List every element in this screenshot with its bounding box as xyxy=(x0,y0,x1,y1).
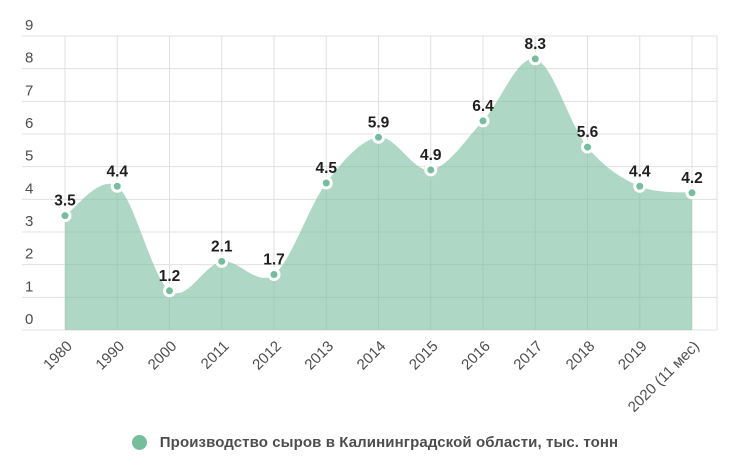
data-point-marker[interactable] xyxy=(685,186,699,200)
y-axis-tick-label: 5 xyxy=(25,148,33,165)
data-point-marker[interactable] xyxy=(319,176,333,190)
data-point-value-label: 4.4 xyxy=(629,163,651,180)
data-point-marker[interactable] xyxy=(267,267,281,281)
y-axis-tick-label: 2 xyxy=(25,246,33,263)
x-axis-tick-label: 2018 xyxy=(563,338,599,374)
data-point-value-label: 6.4 xyxy=(472,98,494,115)
x-axis-tick-label: 2015 xyxy=(406,338,442,374)
data-point-value-label: 2.1 xyxy=(211,238,233,255)
y-axis-tick-label: 9 xyxy=(25,17,33,34)
x-axis-tick-label: 2017 xyxy=(510,338,546,374)
x-axis-tick-label: 2012 xyxy=(249,338,285,374)
data-point-marker[interactable] xyxy=(372,130,385,144)
data-point-value-label: 4.2 xyxy=(681,170,703,187)
data-point-value-label: 1.7 xyxy=(263,251,285,268)
x-axis-tick-label: 2016 xyxy=(458,338,494,374)
x-axis-tick-label: 2000 xyxy=(145,338,181,374)
x-axis-tick-label: 1980 xyxy=(40,338,76,374)
data-point-marker[interactable] xyxy=(163,284,176,298)
x-axis-tick-label: 2014 xyxy=(354,338,390,374)
data-point-value-label: 4.5 xyxy=(315,160,337,177)
chart-area: 0 1 2 3 4 5 6 7 8 9 3.5 4.4 1.2 2.1 1.7 4.5 5.9 4.9 6.4 8.3… xyxy=(22,17,718,416)
legend-item-cheese-production[interactable]: Производство сыров в Калининградской обл… xyxy=(131,434,619,451)
data-point-marker[interactable] xyxy=(58,209,72,223)
cheese-production-area-chart: 0 1 2 3 4 5 6 7 8 9 3.5 4.4 1.2 2.1 1.7 4.5 5.9 4.9 6.4 8.3… xyxy=(22,17,718,416)
data-point-marker[interactable] xyxy=(476,114,490,128)
data-point-value-label: 4.4 xyxy=(106,163,128,180)
x-axis-tick-label: 2019 xyxy=(615,338,651,374)
y-axis-tick-label: 3 xyxy=(25,213,33,230)
legend: Производство сыров в Калининградской обл… xyxy=(0,434,750,451)
data-point-value-label: 5.9 xyxy=(368,114,390,131)
legend-label: Производство сыров в Калининградской обл… xyxy=(159,434,619,451)
y-axis-tick-label: 1 xyxy=(25,278,33,295)
data-point-marker[interactable] xyxy=(215,254,229,268)
data-point-marker[interactable] xyxy=(528,52,542,66)
data-point-value-label: 1.2 xyxy=(159,268,181,285)
data-point-value-label: 3.5 xyxy=(54,193,76,210)
data-point-value-label: 5.6 xyxy=(577,124,599,141)
legend-marker-icon xyxy=(131,435,147,450)
data-point-value-label: 8.3 xyxy=(524,36,546,53)
data-point-marker[interactable] xyxy=(110,179,124,193)
x-axis-tick-label: 2011 xyxy=(198,338,233,373)
y-axis-tick-label: 8 xyxy=(25,50,33,67)
data-point-value-label: 4.9 xyxy=(420,147,442,164)
y-axis-tick-label: 6 xyxy=(25,115,33,132)
x-axis-tick-label: 1990 xyxy=(92,338,128,374)
x-axis-tick-label: 2013 xyxy=(301,338,337,374)
y-axis-tick-label: 7 xyxy=(25,82,33,99)
data-point-marker[interactable] xyxy=(581,140,594,154)
data-point-marker[interactable] xyxy=(633,179,647,193)
y-axis-tick-label: 0 xyxy=(25,311,33,328)
data-point-marker[interactable] xyxy=(424,163,438,177)
y-axis-tick-label: 4 xyxy=(25,180,33,197)
